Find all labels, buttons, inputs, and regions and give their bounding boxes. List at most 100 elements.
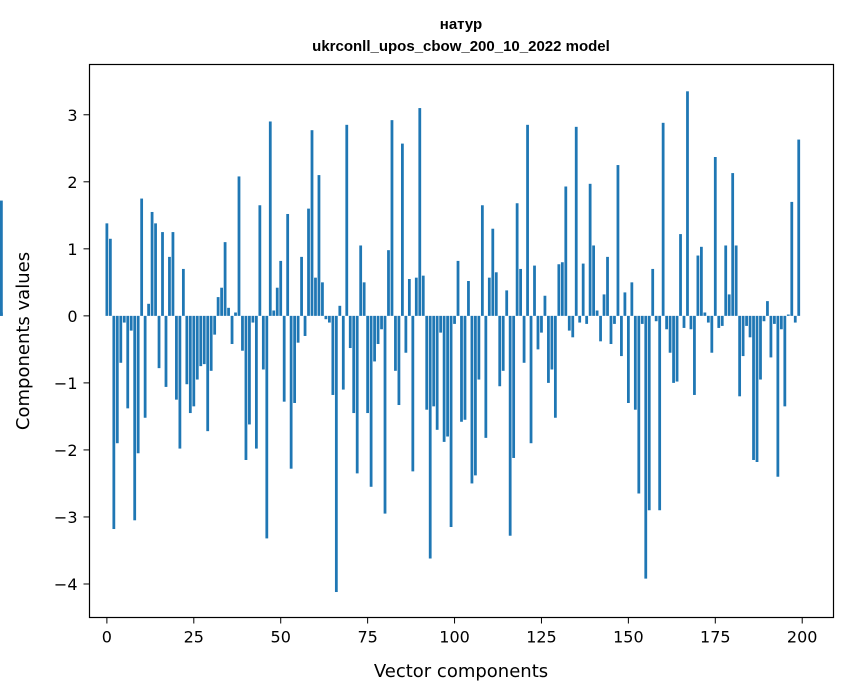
bar <box>609 315 613 345</box>
bar <box>578 315 582 323</box>
bar <box>762 315 766 322</box>
bar <box>369 315 373 487</box>
bar <box>654 315 658 322</box>
bar <box>303 315 307 336</box>
bar <box>484 315 488 438</box>
bar <box>192 315 196 407</box>
bar <box>418 108 422 316</box>
bar <box>251 315 255 323</box>
bar <box>310 130 314 316</box>
bar <box>700 246 703 316</box>
bar <box>248 315 251 425</box>
bar <box>105 223 109 316</box>
bar <box>394 315 397 371</box>
x-tick-label: 75 <box>357 628 377 647</box>
bar <box>480 205 484 316</box>
bar <box>553 315 557 418</box>
bar <box>181 268 185 316</box>
bar <box>307 208 310 316</box>
bar <box>411 315 415 472</box>
bar <box>376 315 380 345</box>
bar <box>668 315 672 353</box>
bar <box>571 315 575 338</box>
bar <box>564 186 568 316</box>
bar <box>696 255 700 316</box>
bar <box>324 315 328 320</box>
bar <box>463 315 467 420</box>
bar <box>734 245 738 316</box>
bar <box>616 165 620 316</box>
bar <box>421 275 425 316</box>
bar <box>773 315 776 324</box>
bar <box>164 315 168 387</box>
bar <box>282 315 286 402</box>
bar <box>505 290 509 316</box>
bar <box>314 277 317 316</box>
bar <box>237 176 241 316</box>
bar <box>776 315 780 477</box>
bar <box>644 315 648 579</box>
bar <box>230 315 234 345</box>
bar <box>581 263 585 316</box>
bar <box>331 315 335 395</box>
bar <box>741 315 745 357</box>
bar <box>693 315 696 395</box>
bar <box>122 315 126 323</box>
x-axis-label: Vector components <box>374 661 548 682</box>
bar <box>560 262 564 316</box>
x-tick-label: 150 <box>613 628 644 647</box>
bar <box>501 315 505 371</box>
y-tick-label: 3 <box>67 106 77 125</box>
bar <box>289 315 293 469</box>
bar <box>529 315 533 444</box>
bar <box>175 315 178 400</box>
bar <box>508 315 512 536</box>
x-tick-label: 100 <box>439 628 470 647</box>
bar <box>397 315 401 406</box>
x-tick-label: 50 <box>271 628 291 647</box>
x-tick-label: 0 <box>102 628 112 647</box>
bar <box>672 315 675 383</box>
bar <box>209 315 213 371</box>
bar <box>460 315 463 422</box>
bar <box>783 315 787 407</box>
bar <box>536 315 540 350</box>
bar <box>498 315 502 387</box>
x-tick-label: 175 <box>700 628 731 647</box>
bar <box>244 315 248 460</box>
bar <box>133 315 137 521</box>
bar <box>713 157 717 316</box>
bar <box>0 200 3 316</box>
bar <box>446 315 449 437</box>
bar <box>154 223 157 316</box>
bar <box>140 198 144 316</box>
bar <box>119 315 123 363</box>
bar <box>321 282 324 316</box>
bar <box>682 315 686 328</box>
bar <box>216 297 220 316</box>
bar <box>334 315 338 593</box>
bar <box>790 201 794 316</box>
bar <box>115 315 119 444</box>
bar <box>640 315 644 324</box>
bar <box>112 315 116 530</box>
bar <box>206 315 210 432</box>
bar <box>661 122 665 316</box>
bar <box>404 315 408 353</box>
bar <box>147 303 150 316</box>
bar <box>286 213 290 316</box>
bar <box>755 315 759 462</box>
bar <box>679 234 682 316</box>
bar <box>213 315 217 335</box>
bar <box>348 315 352 349</box>
bar <box>268 121 272 316</box>
bar <box>171 232 175 316</box>
bar <box>522 315 526 363</box>
bar <box>717 315 721 328</box>
bar <box>633 315 637 410</box>
bar <box>453 315 456 324</box>
bar <box>519 268 522 316</box>
bar <box>602 294 606 316</box>
bar <box>275 287 279 316</box>
